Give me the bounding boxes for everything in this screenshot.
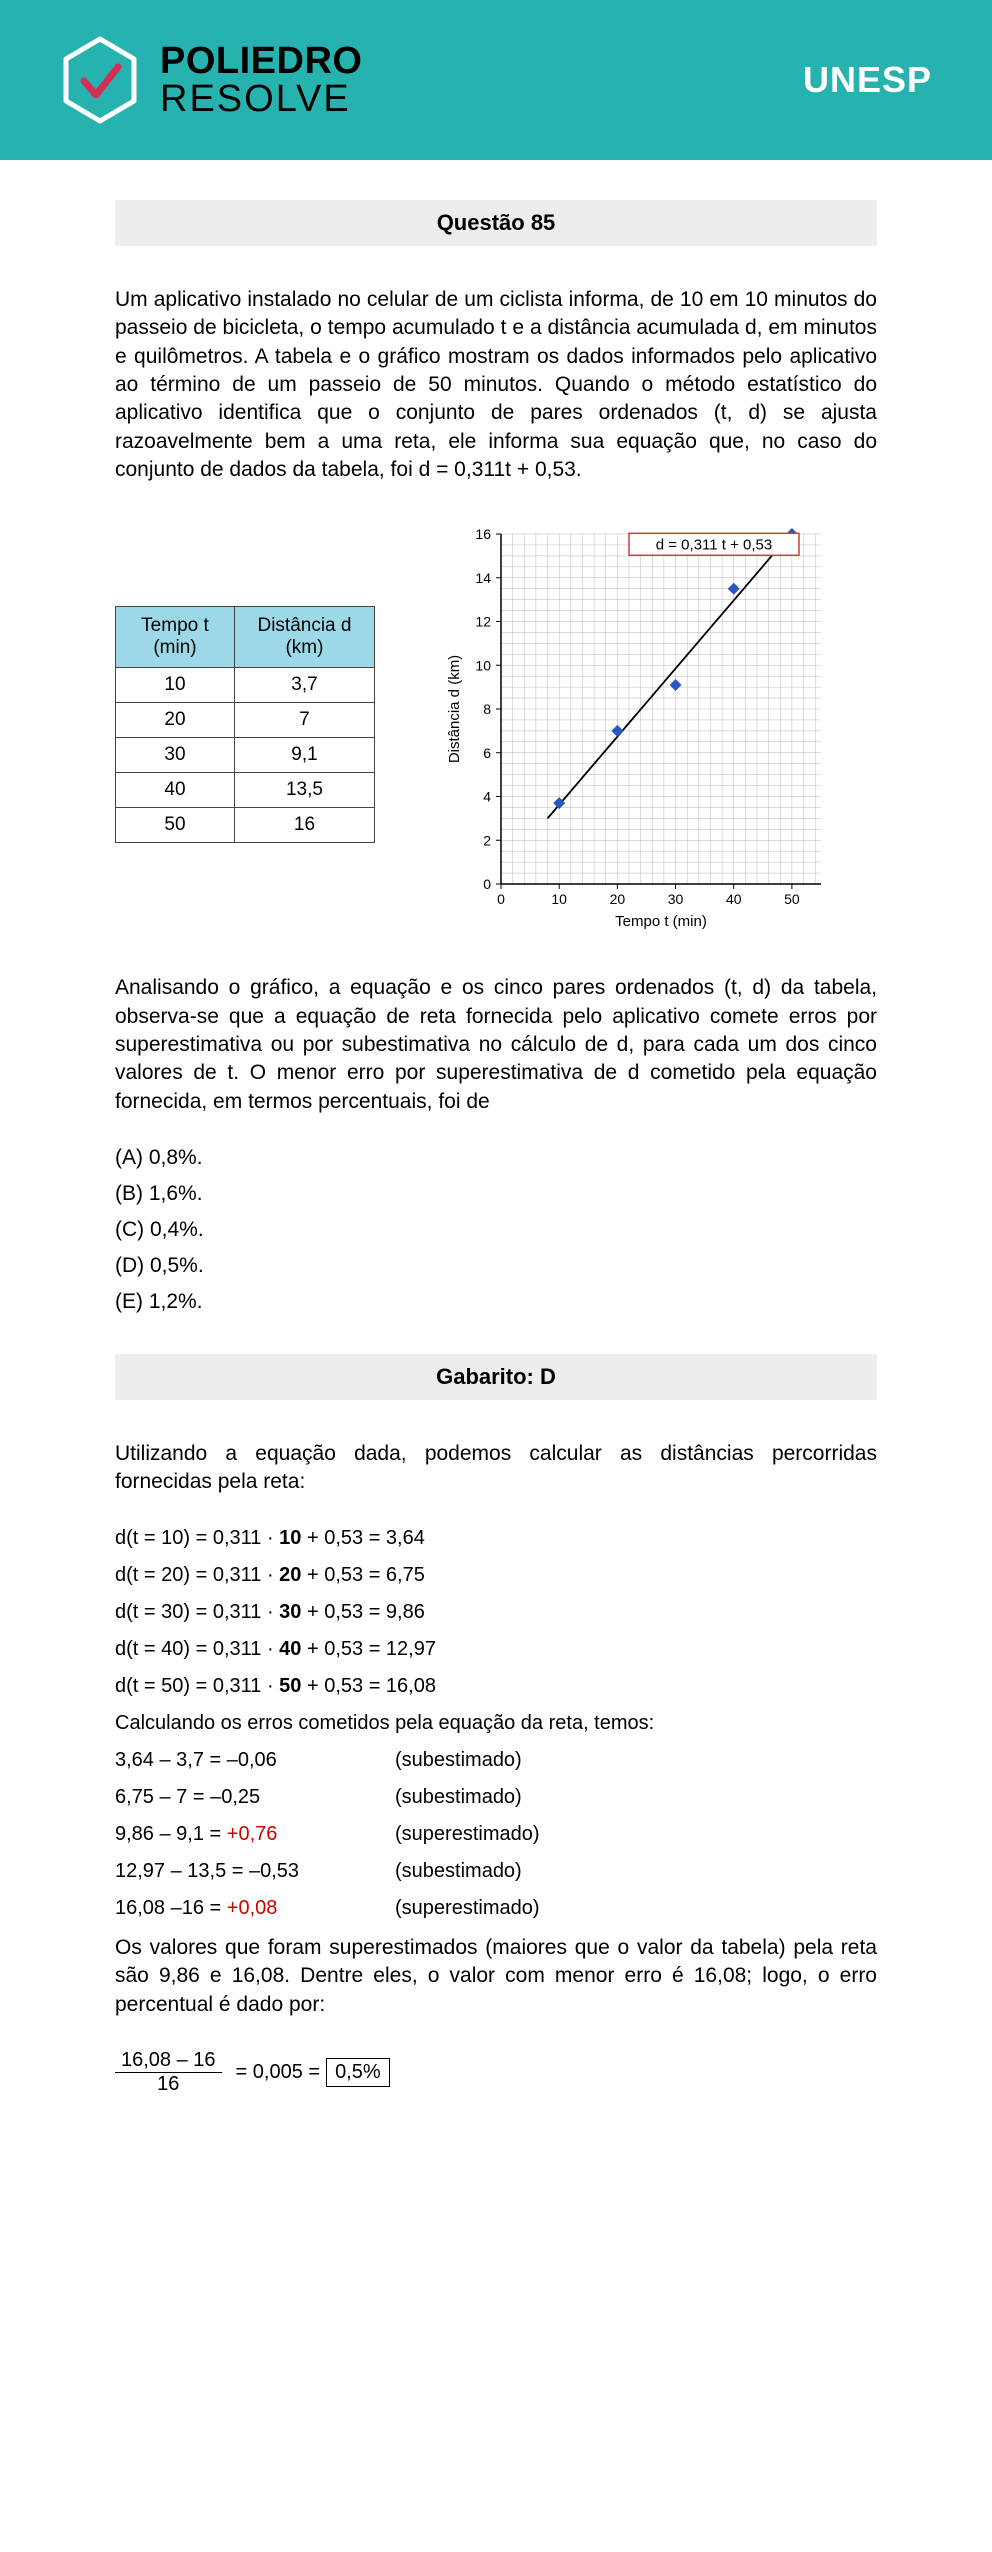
error-right: (subestimado) (395, 1786, 877, 1809)
svg-text:10: 10 (551, 891, 567, 907)
svg-text:2: 2 (483, 833, 491, 849)
table-row: 309,1 (116, 737, 375, 772)
calc-line: d(t = 30) = 0,311 · 30 + 0,53 = 9,86 (115, 1601, 877, 1624)
error-grid: 3,64 – 3,7 = –0,06(subestimado)6,75 – 7 … (115, 1749, 877, 1920)
fraction-numerator: 16,08 – 16 (115, 2049, 222, 2073)
solution-intro: Utilizando a equação dada, podemos calcu… (115, 1440, 877, 1497)
fraction-equals: = 0,005 = (236, 2061, 321, 2084)
exam-label: UNESP (803, 59, 932, 101)
question-paragraph-1: Um aplicativo instalado no celular de um… (115, 286, 877, 484)
boxed-answer: 0,5% (326, 2058, 390, 2087)
cell-d: 3,7 (234, 667, 374, 702)
solution-conclusion: Os valores que foram superestimados (mai… (115, 1934, 877, 2019)
calc-lines: d(t = 10) = 0,311 · 10 + 0,53 = 3,64 d(t … (115, 1527, 877, 1698)
cell-t: 10 (116, 667, 235, 702)
calc-line: d(t = 40) = 0,311 · 40 + 0,53 = 12,97 (115, 1638, 877, 1661)
calc-line: d(t = 50) = 0,311 · 50 + 0,53 = 16,08 (115, 1675, 877, 1698)
table-row: 4013,5 (116, 772, 375, 807)
logo-group: POLIEDRO RESOLVE (60, 35, 362, 125)
content: Questão 85 Um aplicativo instalado no ce… (0, 160, 992, 2146)
svg-text:d = 0,311 t + 0,53: d = 0,311 t + 0,53 (656, 537, 772, 554)
error-left: 12,97 – 13,5 = –0,53 (115, 1860, 395, 1883)
svg-text:12: 12 (475, 614, 491, 630)
page-header: POLIEDRO RESOLVE UNESP (0, 0, 992, 160)
svg-text:10: 10 (475, 658, 491, 674)
fraction-denominator: 16 (115, 2073, 222, 2096)
option-d: (D) 0,5%. (115, 1254, 877, 1278)
hexagon-check-icon (60, 35, 140, 125)
table-row: 207 (116, 702, 375, 737)
calc-line: d(t = 10) = 0,311 · 10 + 0,53 = 3,64 (115, 1527, 877, 1550)
cell-t: 30 (116, 737, 235, 772)
figure-row: Tempo t (min) Distância d (km) 103,72073… (115, 514, 877, 934)
svg-text:16: 16 (475, 526, 491, 542)
cell-d: 9,1 (234, 737, 374, 772)
svg-text:Tempo t (min): Tempo t (min) (615, 913, 707, 930)
brand-bottom: RESOLVE (160, 80, 362, 118)
error-right: (subestimado) (395, 1749, 877, 1772)
options: (A) 0,8%. (B) 1,6%. (C) 0,4%. (D) 0,5%. … (115, 1146, 877, 1314)
error-right: (superestimado) (395, 1823, 877, 1846)
error-right: (subestimado) (395, 1860, 877, 1883)
question-title: Questão 85 (115, 200, 877, 246)
cell-d: 13,5 (234, 772, 374, 807)
error-intro: Calculando os erros cometidos pela equaç… (115, 1712, 877, 1735)
svg-text:50: 50 (784, 891, 800, 907)
table-header-d: Distância d (km) (234, 606, 374, 667)
svg-text:0: 0 (497, 891, 505, 907)
chart-wrap: 0 10 20 30 40 50 0 2 4 6 8 10 12 14 16 Tempo t (min) Dis… (405, 514, 877, 934)
table-row: 5016 (116, 807, 375, 842)
table-row: 103,7 (116, 667, 375, 702)
table-header-t: Tempo t (min) (116, 606, 235, 667)
brand-text: POLIEDRO RESOLVE (160, 42, 362, 118)
data-table: Tempo t (min) Distância d (km) 103,72073… (115, 606, 375, 843)
error-left: 16,08 –16 = +0,08 (115, 1897, 395, 1920)
svg-text:8: 8 (483, 701, 491, 717)
answer-key: Gabarito: D (115, 1354, 877, 1400)
svg-text:20: 20 (610, 891, 626, 907)
svg-text:0: 0 (483, 876, 491, 892)
option-b: (B) 1,6%. (115, 1182, 877, 1206)
svg-text:4: 4 (483, 789, 491, 805)
svg-text:30: 30 (668, 891, 684, 907)
final-equation: 16,08 – 16 16 = 0,005 = 0,5% (115, 2049, 877, 2096)
option-a: (A) 0,8%. (115, 1146, 877, 1170)
svg-text:14: 14 (475, 570, 491, 586)
svg-text:6: 6 (483, 745, 491, 761)
svg-text:Distância d (km): Distância d (km) (446, 655, 463, 763)
calc-line: d(t = 20) = 0,311 · 20 + 0,53 = 6,75 (115, 1564, 877, 1587)
cell-d: 7 (234, 702, 374, 737)
svg-text:40: 40 (726, 891, 742, 907)
cell-t: 40 (116, 772, 235, 807)
line-chart: 0 10 20 30 40 50 0 2 4 6 8 10 12 14 16 Tempo t (min) Dis… (441, 514, 841, 934)
error-right: (superestimado) (395, 1897, 877, 1920)
option-c: (C) 0,4%. (115, 1218, 877, 1242)
option-e: (E) 1,2%. (115, 1290, 877, 1314)
cell-t: 50 (116, 807, 235, 842)
error-left: 3,64 – 3,7 = –0,06 (115, 1749, 395, 1772)
error-left: 6,75 – 7 = –0,25 (115, 1786, 395, 1809)
question-paragraph-2: Analisando o gráfico, a equação e os cin… (115, 974, 877, 1116)
brand-top: POLIEDRO (160, 42, 362, 80)
cell-t: 20 (116, 702, 235, 737)
cell-d: 16 (234, 807, 374, 842)
error-left: 9,86 – 9,1 = +0,76 (115, 1823, 395, 1846)
fraction: 16,08 – 16 16 (115, 2049, 222, 2096)
